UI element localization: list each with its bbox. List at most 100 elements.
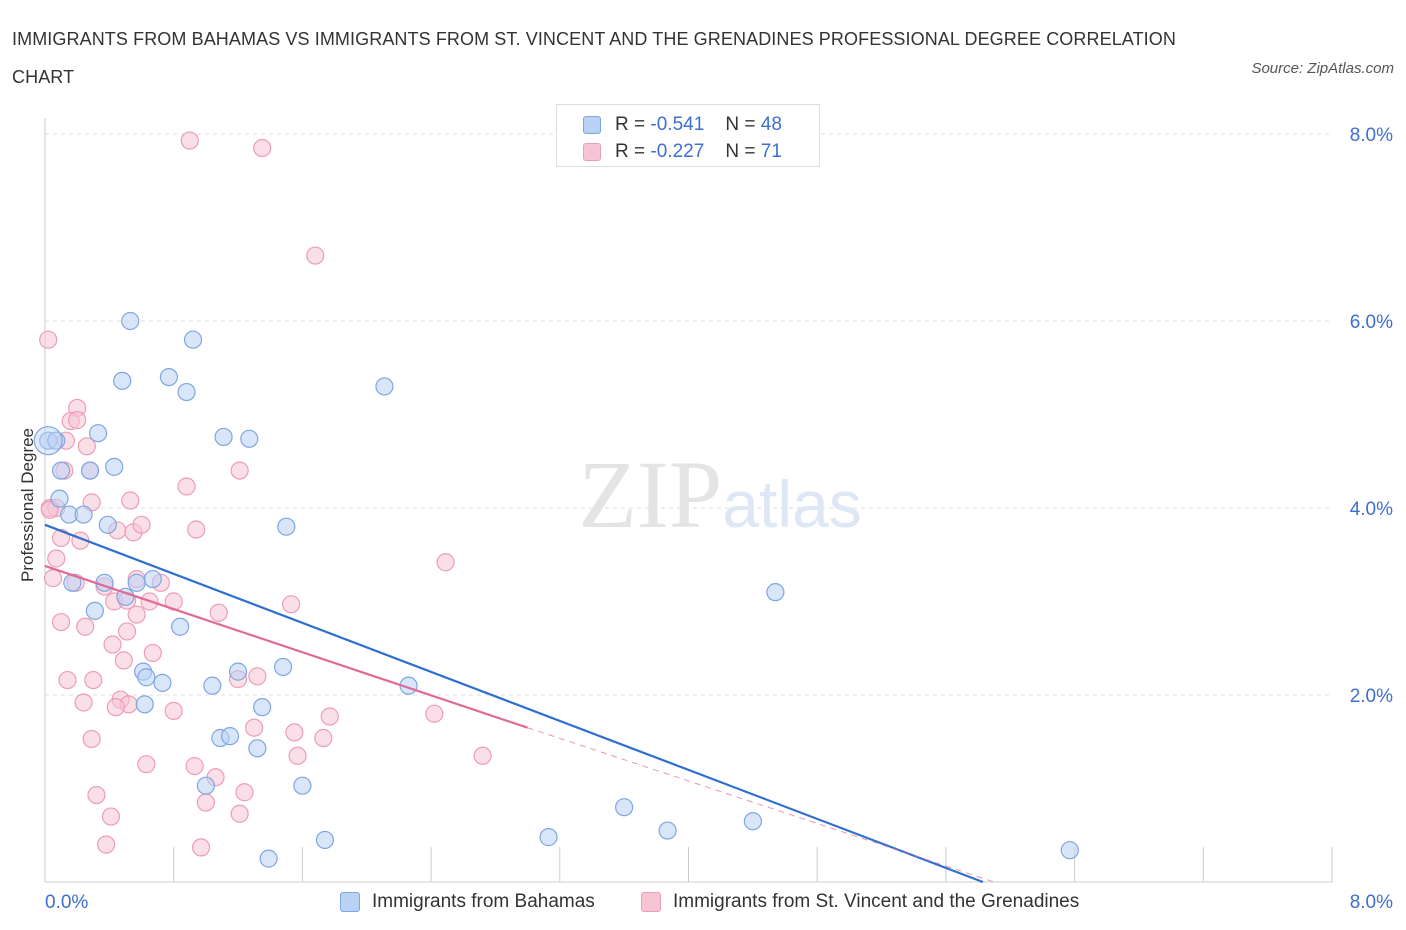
point-stvincent <box>76 617 95 636</box>
point-stvincent <box>121 491 140 510</box>
point-stvincent <box>74 693 93 712</box>
point-bahamas <box>766 583 785 602</box>
point-stvincent <box>117 622 137 641</box>
legend-swatch-stvincent <box>583 143 601 161</box>
watermark: ZIPatlas <box>578 441 861 548</box>
y-tick-label: 6.0% <box>1350 312 1393 333</box>
legend-r-bahamas: -0.541 <box>650 114 705 135</box>
x-tick-label: 8.0% <box>1350 892 1393 913</box>
point-bahamas <box>85 601 104 620</box>
point-bahamas <box>228 662 248 681</box>
trendline-stvincent-extension <box>527 727 995 883</box>
point-bahamas <box>121 311 140 331</box>
point-stvincent <box>235 783 254 802</box>
y-tick-label: 2.0% <box>1350 686 1393 707</box>
legend-n-stvincent: 71 <box>760 141 782 162</box>
point-stvincent <box>253 138 272 158</box>
point-stvincent <box>230 804 249 823</box>
point-bahamas <box>315 830 335 850</box>
point-bahamas <box>159 368 178 387</box>
point-stvincent <box>180 131 199 150</box>
point-bahamas <box>259 849 278 868</box>
trendline-bahamas <box>44 523 984 884</box>
legend-swatch-stvincent <box>641 892 661 912</box>
point-bahamas <box>80 461 100 480</box>
point-stvincent <box>127 605 146 624</box>
point-stvincent <box>306 246 325 265</box>
point-bahamas <box>273 657 293 677</box>
point-stvincent <box>103 635 122 654</box>
point-stvincent <box>58 670 77 690</box>
legend-n-label: N = <box>725 114 756 135</box>
point-bahamas <box>293 776 312 795</box>
point-bahamas <box>240 429 259 448</box>
point-stvincent <box>248 667 267 686</box>
legend-label-bahamas: Immigrants from Bahamas <box>372 891 595 912</box>
source-credit: Source: ZipAtlas.com <box>1251 60 1394 77</box>
point-stvincent <box>177 477 196 496</box>
y-tick-label: 4.0% <box>1350 499 1393 520</box>
y-axis-label: Professional Degree <box>18 427 37 583</box>
point-bahamas <box>183 330 203 349</box>
point-bahamas <box>1060 841 1079 860</box>
point-stvincent <box>132 515 151 534</box>
point-stvincent <box>101 807 121 826</box>
point-stvincent <box>47 549 66 568</box>
stats-legend: R = -0.541 N = 48 R = -0.227 N = 71 <box>556 104 820 167</box>
point-bahamas <box>47 431 66 450</box>
point-stvincent <box>320 707 339 726</box>
point-bahamas <box>137 668 156 687</box>
legend-label-stvincent: Immigrants from St. Vincent and the Gren… <box>673 891 1080 912</box>
point-bahamas <box>51 461 71 480</box>
point-stvincent <box>43 569 63 588</box>
point-stvincent <box>185 756 204 776</box>
point-bahamas <box>135 695 154 714</box>
point-stvincent <box>87 785 106 805</box>
legend-r-label: R = <box>615 141 646 162</box>
point-stvincent <box>288 746 307 765</box>
point-bahamas <box>88 424 108 443</box>
point-stvincent <box>82 729 101 749</box>
point-stvincent <box>230 461 249 480</box>
point-bahamas <box>127 573 146 592</box>
point-stvincent <box>143 643 162 663</box>
x-tick-label: 0.0% <box>45 892 88 913</box>
point-bahamas <box>98 515 117 534</box>
point-stvincent <box>209 603 228 622</box>
point-bahamas <box>105 457 124 476</box>
point-stvincent <box>245 718 264 737</box>
point-bahamas <box>539 828 558 847</box>
point-stvincent <box>282 595 301 614</box>
point-stvincent <box>187 520 206 539</box>
point-stvincent <box>77 437 96 456</box>
point-stvincent <box>39 330 58 349</box>
point-stvincent <box>285 723 304 742</box>
legend-n-label: N = <box>725 141 756 162</box>
point-stvincent <box>436 553 455 572</box>
point-stvincent <box>191 838 211 857</box>
point-stvincent <box>425 704 444 723</box>
point-bahamas <box>177 382 196 402</box>
point-stvincent <box>51 612 71 632</box>
point-stvincent <box>84 670 103 690</box>
legend-r-stvincent: -0.227 <box>650 141 705 162</box>
trendline-stvincent <box>44 564 528 729</box>
point-stvincent <box>137 755 156 774</box>
point-bahamas <box>196 776 215 795</box>
point-bahamas <box>74 505 93 524</box>
legend-swatch-bahamas <box>340 892 360 912</box>
point-stvincent <box>473 746 492 765</box>
point-bahamas <box>214 427 233 447</box>
point-bahamas <box>50 489 69 508</box>
chart-title: IMMIGRANTS FROM BAHAMAS VS IMMIGRANTS FR… <box>12 29 1176 87</box>
y-tick-label: 8.0% <box>1350 125 1393 146</box>
point-stvincent <box>97 835 116 854</box>
point-bahamas <box>203 676 222 695</box>
point-bahamas <box>153 673 172 692</box>
legend-n-bahamas: 48 <box>760 114 782 135</box>
point-bahamas <box>253 698 272 717</box>
point-bahamas <box>375 377 394 396</box>
legend-swatch-bahamas <box>583 116 601 134</box>
point-stvincent <box>114 651 133 670</box>
